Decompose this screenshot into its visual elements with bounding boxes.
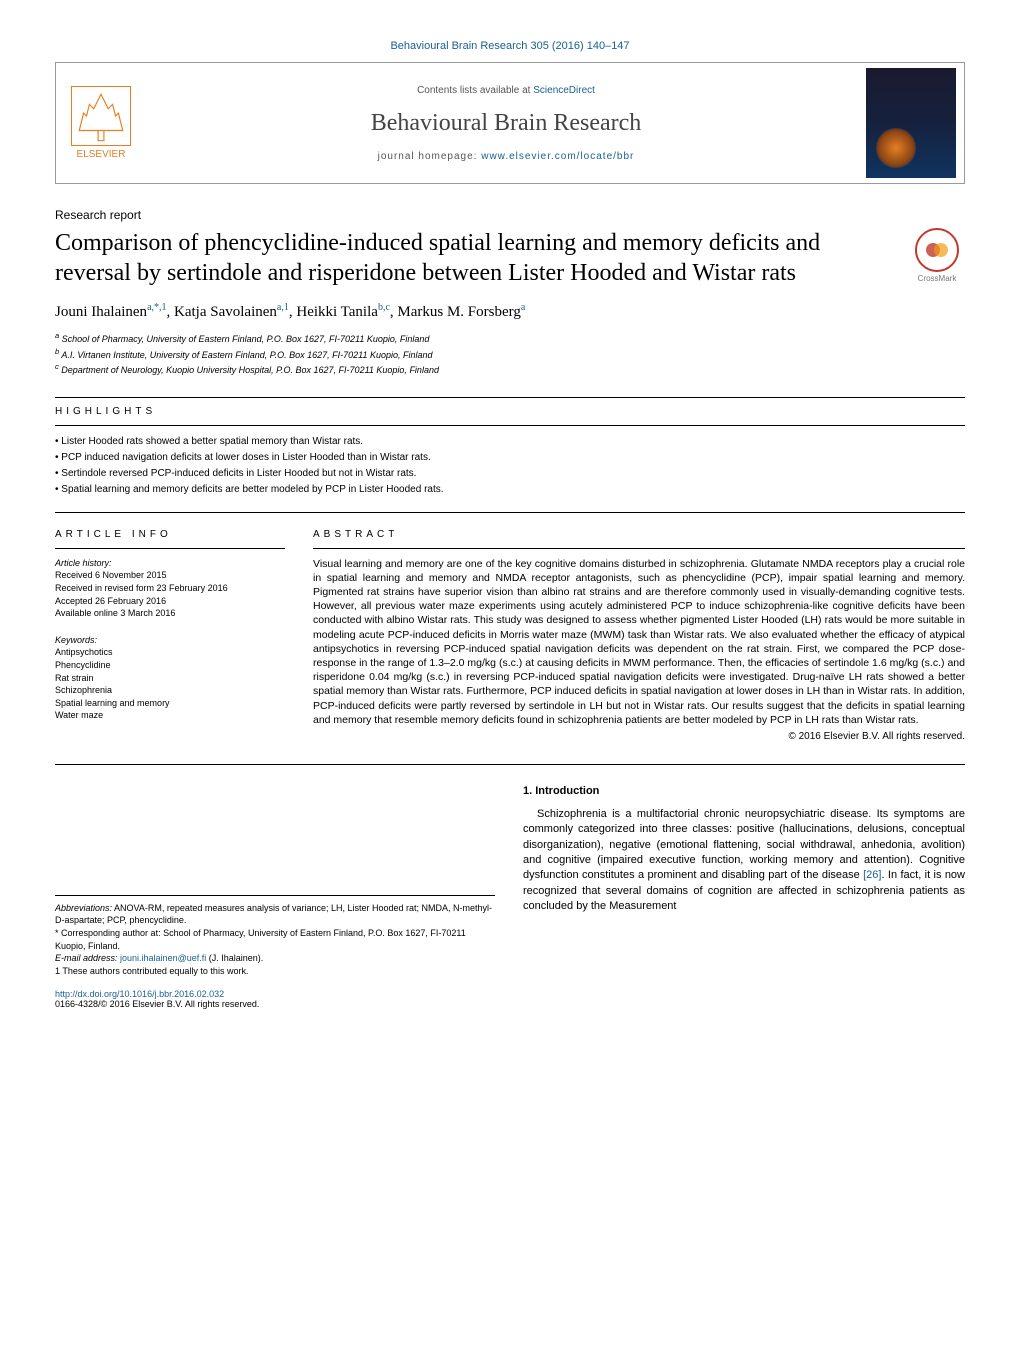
crossmark-label: CrossMark: [909, 274, 965, 283]
keyword-item: Water maze: [55, 709, 285, 722]
introduction-heading: 1. Introduction: [523, 785, 965, 797]
abstract-label: abstract: [313, 529, 965, 540]
crossmark-icon: [915, 228, 959, 272]
history-head: Article history:: [55, 557, 285, 570]
highlights-label: highlights: [55, 406, 965, 417]
journal-citation[interactable]: Behavioural Brain Research 305 (2016) 14…: [55, 40, 965, 52]
keyword-item: Spatial learning and memory: [55, 697, 285, 710]
divider: [55, 512, 965, 513]
homepage-link[interactable]: www.elsevier.com/locate/bbr: [481, 151, 634, 162]
affiliation-item: a School of Pharmacy, University of East…: [55, 331, 965, 346]
received-date: Received 6 November 2015: [55, 569, 285, 582]
footnotes: Abbreviations: ANOVA-RM, repeated measur…: [55, 895, 495, 978]
highlight-item: Sertindole reversed PCP-induced deficits…: [55, 466, 965, 482]
equal-contribution: 1 These authors contributed equally to t…: [55, 965, 495, 978]
journal-name: Behavioural Brain Research: [154, 110, 858, 137]
crossmark-badge[interactable]: CrossMark: [909, 228, 965, 283]
keyword-item: Phencyclidine: [55, 659, 285, 672]
email-suffix: (J. Ihalainen).: [206, 953, 263, 963]
abbrev-text: ANOVA-RM, repeated measures analysis of …: [55, 903, 492, 926]
elsevier-label: ELSEVIER: [61, 149, 141, 160]
online-date: Available online 3 March 2016: [55, 607, 285, 620]
abbreviations: Abbreviations: ANOVA-RM, repeated measur…: [55, 902, 495, 927]
email-link[interactable]: jouni.ihalainen@uef.fi: [120, 953, 206, 963]
journal-cover-thumbnail[interactable]: [866, 68, 956, 178]
divider: [55, 397, 965, 398]
issn-copyright: 0166-4328/© 2016 Elsevier B.V. All right…: [55, 999, 495, 1009]
abstract-copyright: © 2016 Elsevier B.V. All rights reserved…: [313, 731, 965, 742]
journal-header: ELSEVIER Contents lists available at Sci…: [55, 62, 965, 184]
divider: [55, 548, 285, 549]
corresponding-author: * Corresponding author at: School of Pha…: [55, 927, 495, 952]
divider: [55, 425, 965, 426]
divider: [55, 764, 965, 765]
highlight-item: Lister Hooded rats showed a better spati…: [55, 434, 965, 450]
affiliation-item: b A.I. Virtanen Institute, University of…: [55, 347, 965, 362]
journal-homepage: journal homepage: www.elsevier.com/locat…: [154, 151, 858, 162]
citation-26[interactable]: [26]: [863, 869, 881, 881]
highlight-item: PCP induced navigation deficits at lower…: [55, 450, 965, 466]
affiliations: a School of Pharmacy, University of East…: [55, 331, 965, 377]
highlight-item: Spatial learning and memory deficits are…: [55, 482, 965, 498]
affiliation-item: c Department of Neurology, Kuopio Univer…: [55, 362, 965, 377]
elsevier-logo[interactable]: ELSEVIER: [56, 81, 146, 165]
email-label: E-mail address:: [55, 953, 120, 963]
contents-prefix: Contents lists available at: [417, 85, 533, 96]
contents-available: Contents lists available at ScienceDirec…: [154, 85, 858, 96]
keyword-item: Rat strain: [55, 672, 285, 685]
keyword-item: Antipsychotics: [55, 646, 285, 659]
divider: [313, 548, 965, 549]
accepted-date: Accepted 26 February 2016: [55, 595, 285, 608]
article-info-label: article info: [55, 529, 285, 540]
article-type: Research report: [55, 208, 965, 222]
article-title: Comparison of phencyclidine-induced spat…: [55, 228, 889, 288]
abstract-text: Visual learning and memory are one of th…: [313, 557, 965, 727]
homepage-prefix: journal homepage:: [378, 151, 482, 162]
highlights-block: Lister Hooded rats showed a better spati…: [55, 434, 965, 498]
elsevier-tree-icon: [71, 86, 131, 146]
doi-link[interactable]: http://dx.doi.org/10.1016/j.bbr.2016.02.…: [55, 989, 224, 999]
doi-block: http://dx.doi.org/10.1016/j.bbr.2016.02.…: [55, 989, 495, 1009]
keyword-item: Schizophrenia: [55, 684, 285, 697]
article-info: Article history: Received 6 November 201…: [55, 557, 285, 722]
email-line: E-mail address: jouni.ihalainen@uef.fi (…: [55, 952, 495, 965]
authors-list: Jouni Ihalainena,*,1, Katja Savolainena,…: [55, 302, 965, 321]
sciencedirect-link[interactable]: ScienceDirect: [533, 85, 595, 96]
introduction-text: Schizophrenia is a multifactorial chroni…: [523, 807, 965, 915]
abbrev-label: Abbreviations:: [55, 903, 112, 913]
keywords-head: Keywords:: [55, 634, 285, 647]
revised-date: Received in revised form 23 February 201…: [55, 582, 285, 595]
